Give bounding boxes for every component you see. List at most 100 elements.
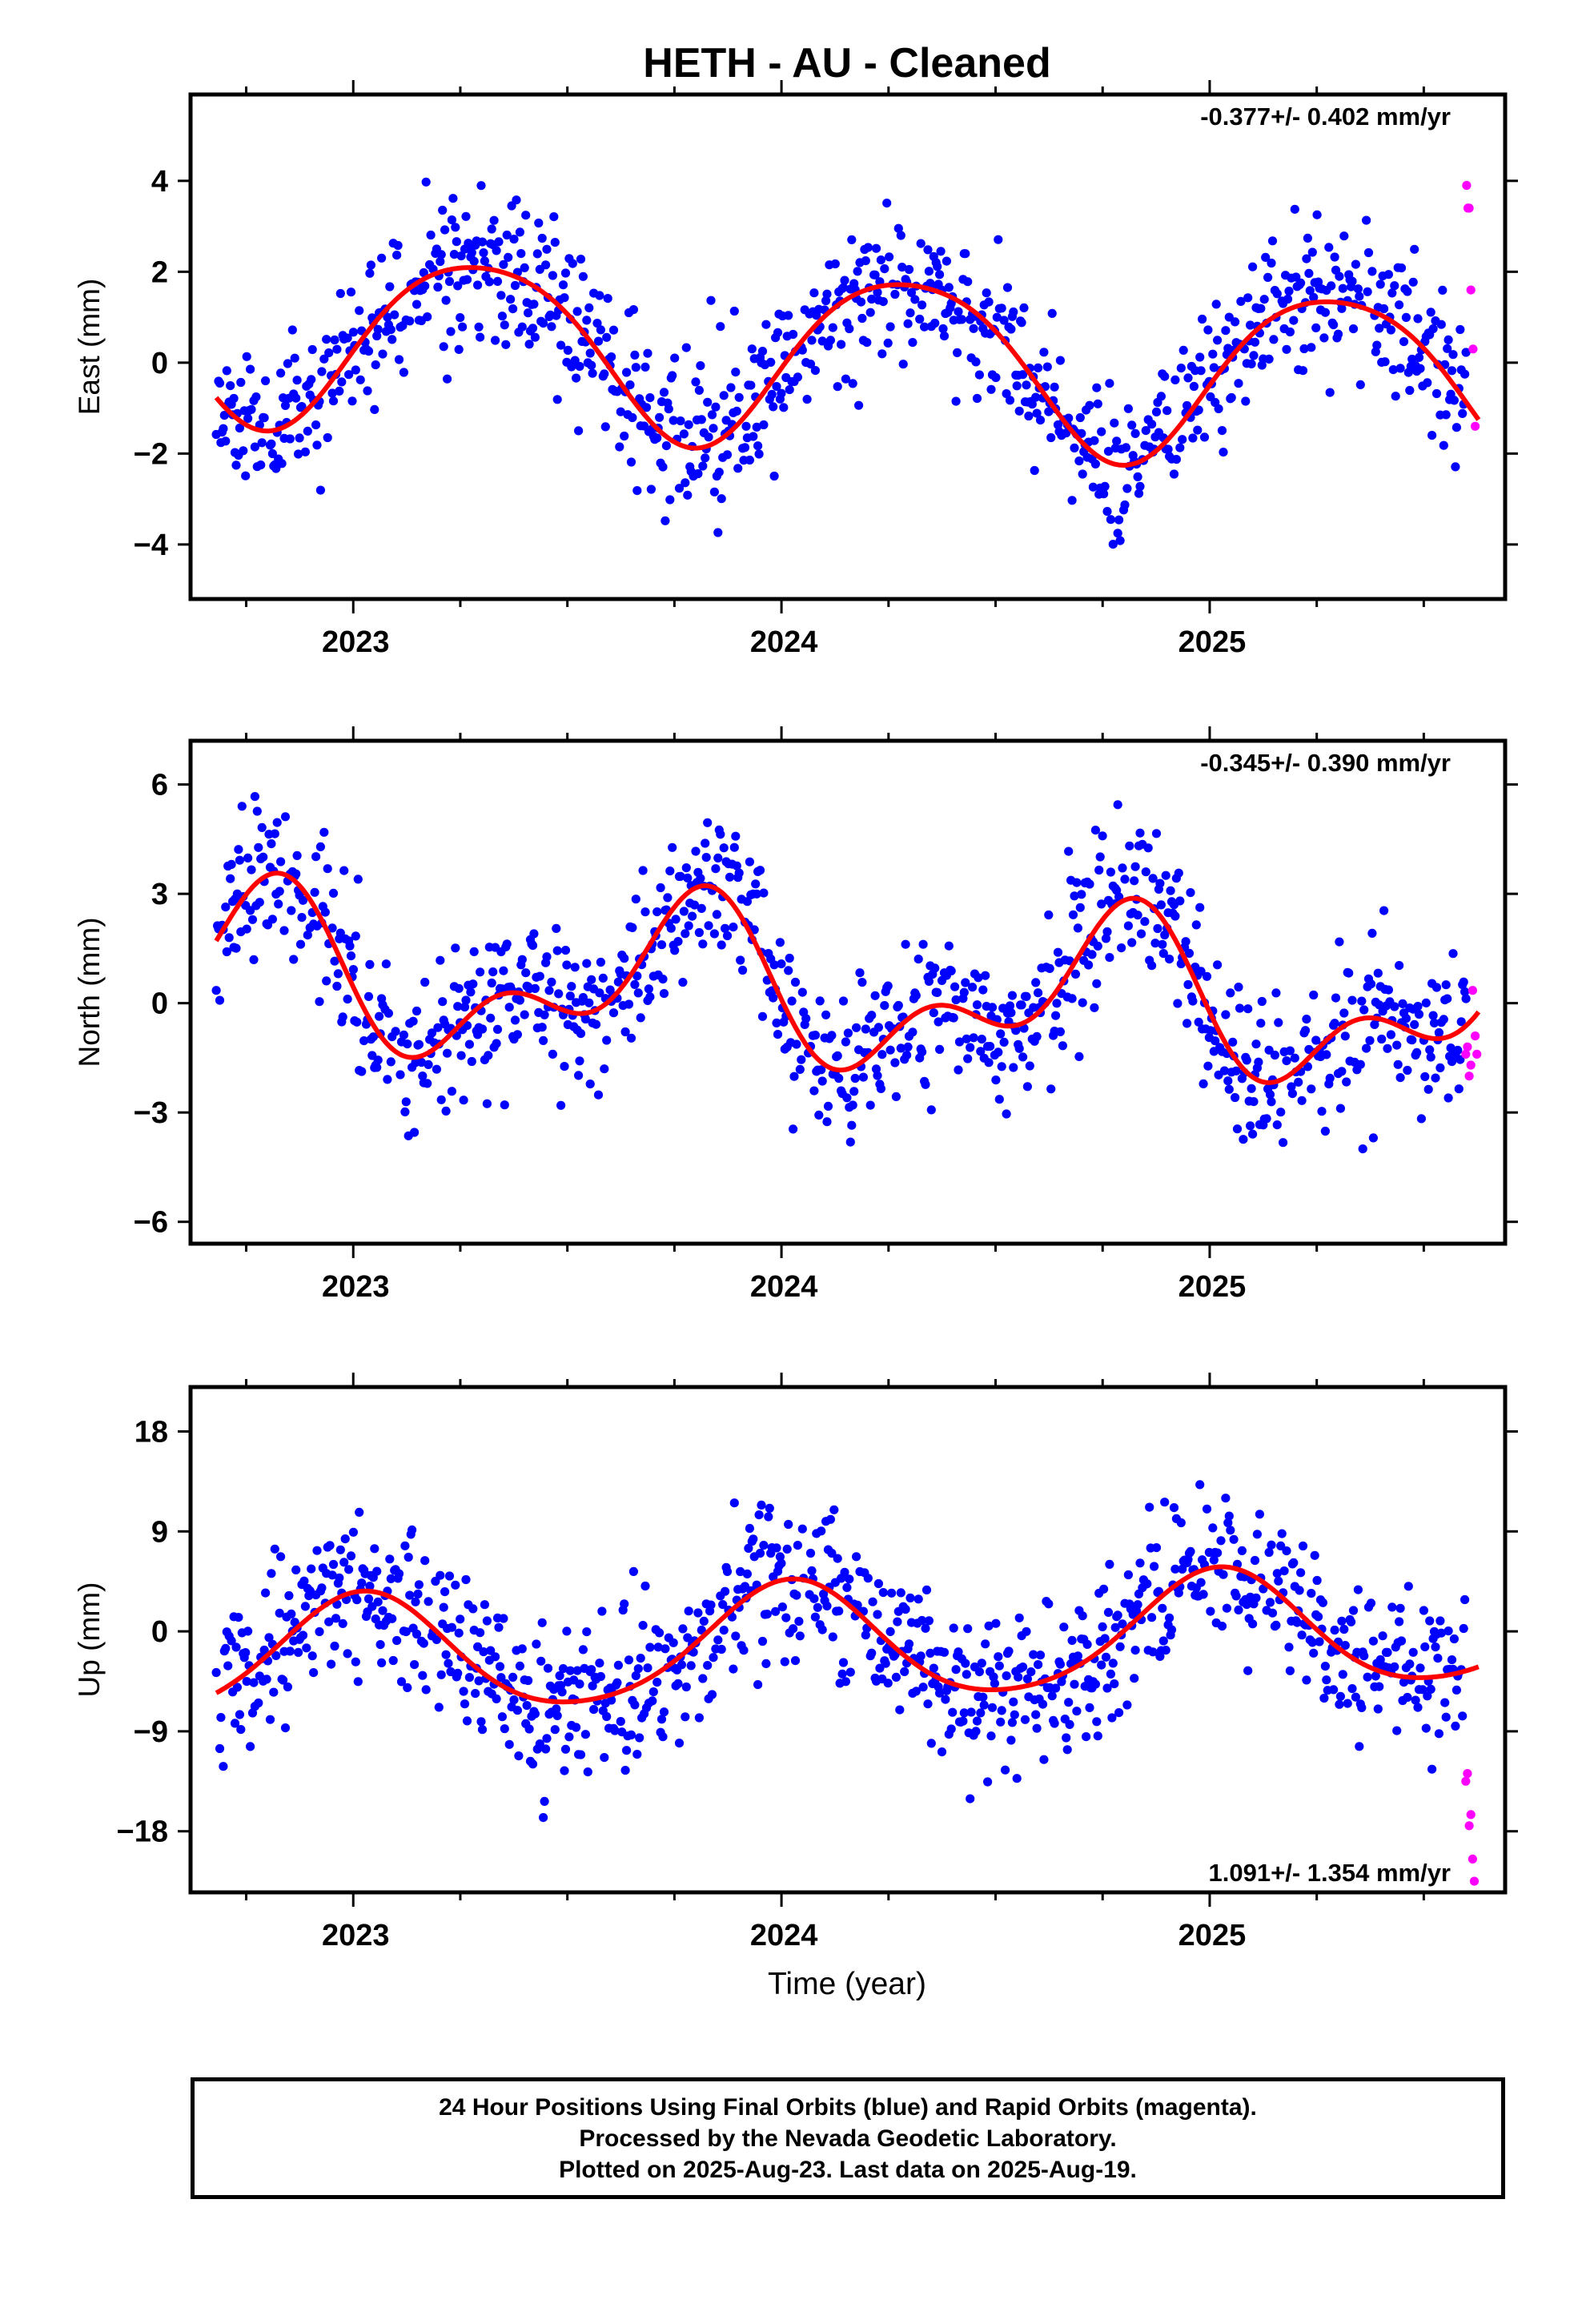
- up-final-point: [461, 1574, 471, 1585]
- east-final-point: [802, 395, 812, 404]
- up-final-point: [1427, 1764, 1437, 1774]
- east-final-point: [870, 270, 880, 279]
- north-final-point: [921, 1080, 930, 1089]
- east-final-point: [1431, 388, 1442, 399]
- east-final-point: [665, 495, 675, 505]
- east-final-point: [668, 371, 677, 380]
- north-final-point: [624, 999, 634, 1009]
- east-final-point: [600, 369, 609, 379]
- east-final-point: [1438, 285, 1447, 295]
- up-xtick-label: 2025: [1178, 1919, 1247, 1952]
- up-final-point: [845, 1574, 854, 1584]
- north-final-point: [877, 1050, 887, 1059]
- east-final-point: [1304, 268, 1314, 278]
- east-final-point: [1261, 252, 1271, 262]
- north-final-point: [994, 1095, 1004, 1104]
- east-final-point: [378, 349, 387, 359]
- north-final-point: [1368, 1133, 1378, 1143]
- up-final-point: [264, 1633, 274, 1642]
- north-final-point: [1188, 996, 1198, 1006]
- east-final-point: [1031, 392, 1041, 402]
- east-final-point: [670, 353, 680, 363]
- up-final-point: [1115, 1642, 1125, 1651]
- up-final-point: [1026, 1667, 1036, 1677]
- north-final-point: [1335, 937, 1344, 947]
- north-final-point: [659, 989, 669, 999]
- north-final-point: [1256, 1019, 1266, 1028]
- east-final-point: [516, 249, 526, 259]
- up-final-point: [1223, 1518, 1233, 1528]
- up-final-point: [509, 1695, 519, 1705]
- up-final-point: [1176, 1518, 1186, 1528]
- north-final-point: [237, 802, 247, 811]
- north-final-point: [850, 1073, 860, 1084]
- east-final-point: [863, 243, 873, 252]
- north-final-point: [468, 979, 478, 989]
- east-frame: [188, 92, 1508, 601]
- east-ytick-label: 4: [151, 165, 168, 199]
- east-final-point: [477, 237, 488, 247]
- up-final-point: [610, 1726, 620, 1735]
- north-final-point: [339, 866, 349, 875]
- north-final-point: [323, 864, 332, 874]
- up-final-point: [243, 1626, 253, 1636]
- up-final-point: [372, 1566, 382, 1576]
- east-final-point: [681, 343, 691, 352]
- up-final-point: [669, 1638, 678, 1647]
- east-final-point: [1100, 481, 1110, 492]
- north-final-point: [345, 941, 355, 951]
- up-ytick-label: 9: [151, 1515, 168, 1549]
- north-final-point: [891, 1092, 901, 1101]
- east-final-point: [1307, 343, 1316, 352]
- east-final-point: [972, 393, 982, 404]
- east-final-point: [986, 384, 996, 394]
- east-final-point: [779, 403, 789, 412]
- north-final-point: [1439, 1015, 1448, 1024]
- east-final-point: [885, 252, 894, 262]
- up-final-point: [1229, 1534, 1239, 1544]
- east-final-point: [1151, 407, 1162, 416]
- north-final-point: [722, 931, 733, 941]
- north-final-point: [632, 971, 642, 981]
- up-final-point: [1133, 1600, 1142, 1610]
- up-final-point: [1154, 1586, 1163, 1596]
- north-final-point: [1428, 1011, 1438, 1020]
- up-final-point: [479, 1647, 488, 1657]
- up-final-point: [365, 1582, 375, 1591]
- east-final-point: [377, 253, 387, 263]
- up-final-point: [1147, 1613, 1157, 1622]
- north-final-point: [670, 946, 680, 955]
- east-final-point: [1019, 303, 1029, 312]
- north-final-point: [1070, 969, 1081, 979]
- north-final-point: [1127, 938, 1137, 947]
- east-ytick-label: −4: [134, 529, 168, 562]
- north-final-point: [676, 871, 685, 881]
- north-final-point: [332, 981, 342, 991]
- north-final-point: [1055, 1027, 1065, 1036]
- up-final-point: [837, 1669, 847, 1679]
- up-final-point: [744, 1543, 753, 1553]
- north-final-point: [1347, 995, 1357, 1005]
- north-final-point: [517, 955, 527, 964]
- north-final-point: [1383, 1043, 1392, 1053]
- east-final-point: [871, 243, 881, 253]
- east-final-point: [759, 420, 769, 430]
- east-final-point: [1175, 443, 1185, 452]
- up-final-point: [275, 1608, 284, 1618]
- up-final-point: [1274, 1576, 1283, 1586]
- up-final-point: [790, 1656, 801, 1666]
- north-final-point: [1421, 998, 1431, 1007]
- east-final-point: [1289, 316, 1299, 325]
- up-final-point: [235, 1710, 244, 1719]
- north-frame: [188, 738, 1508, 1246]
- north-final-point: [576, 1029, 586, 1039]
- north-final-point: [512, 1030, 523, 1039]
- up-final-point: [613, 1660, 624, 1670]
- up-final-point: [1178, 1564, 1187, 1574]
- east-final-point: [745, 455, 755, 465]
- north-final-point: [1257, 996, 1267, 1007]
- up-final-point: [346, 1551, 356, 1561]
- east-final-point: [236, 377, 246, 388]
- east-final-point: [412, 300, 422, 309]
- north-final-point: [1182, 1019, 1192, 1028]
